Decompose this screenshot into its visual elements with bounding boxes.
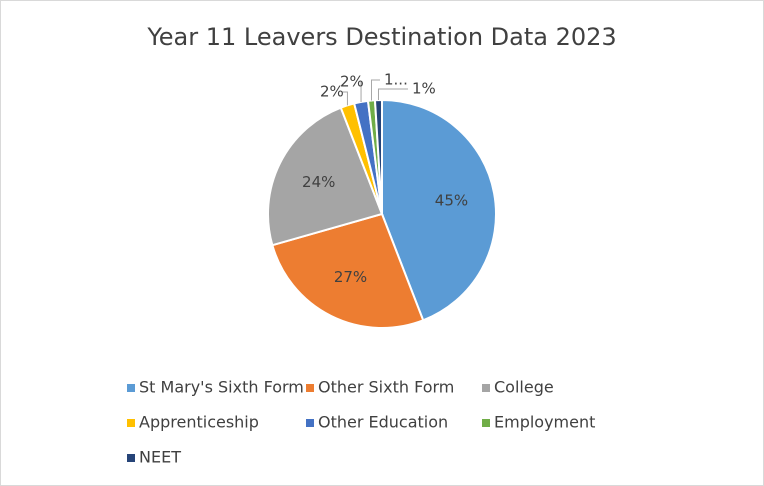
legend-swatch bbox=[306, 419, 314, 427]
legend-swatch bbox=[127, 454, 135, 462]
legend-swatch bbox=[127, 419, 135, 427]
legend-label: NEET bbox=[139, 448, 181, 467]
pie-slice bbox=[381, 98, 497, 322]
legend-swatch bbox=[482, 419, 490, 427]
data-label: 2% bbox=[340, 73, 364, 91]
leader-line bbox=[360, 81, 362, 102]
legend-label: St Mary's Sixth Form bbox=[139, 378, 304, 397]
chart-title: Year 11 Leavers Destination Data 2023 bbox=[146, 23, 616, 51]
data-label: 2% bbox=[320, 83, 344, 101]
legend-label: Other Sixth Form bbox=[318, 378, 454, 397]
legend-label: Apprenticeship bbox=[139, 413, 259, 432]
legend-label: College bbox=[494, 378, 554, 397]
data-label: 27% bbox=[334, 268, 367, 286]
leader-line bbox=[370, 79, 380, 101]
leader-line bbox=[342, 91, 348, 106]
pie-slice bbox=[271, 212, 425, 329]
data-label: 24% bbox=[302, 173, 335, 191]
legend-label: Other Education bbox=[318, 413, 448, 432]
data-label: 45% bbox=[435, 192, 468, 210]
data-label: 1... bbox=[384, 71, 408, 89]
legend-swatch bbox=[127, 384, 135, 392]
legend-swatch bbox=[306, 384, 314, 392]
data-label: 1% bbox=[412, 80, 436, 98]
legend-swatch bbox=[482, 384, 490, 392]
leader-line bbox=[377, 88, 408, 101]
legend-label: Employment bbox=[494, 413, 595, 432]
